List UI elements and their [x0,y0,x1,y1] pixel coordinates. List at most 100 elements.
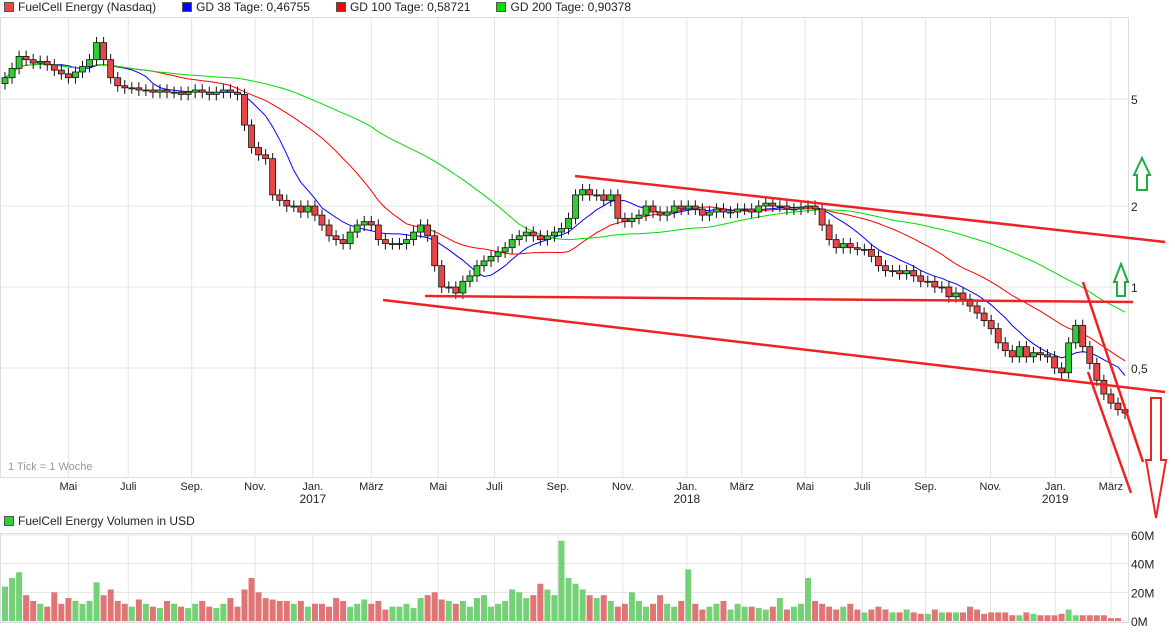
volume-bar [783,609,790,621]
candle [635,214,643,219]
volume-tick-label: 60M [1131,529,1154,543]
arrow-up-small-icon [1112,261,1130,297]
volume-bar [572,583,579,621]
volume-bar [650,603,657,621]
candle [1001,342,1009,352]
candle [931,280,939,288]
candle [339,239,347,244]
volume-legend-label: FuelCell Energy Volumen in USD [18,514,195,528]
volume-bar [974,609,981,621]
candle [8,67,16,79]
volume-bar [1107,618,1114,621]
candle [473,265,481,277]
x-tick-label: Juli [854,481,871,493]
candle [607,194,615,201]
volume-bar [734,603,741,621]
volume-bar [9,578,16,621]
candle [389,243,396,245]
volume-bar [762,609,769,621]
candle [431,235,439,267]
volume-bar [121,603,128,621]
candle [875,255,882,267]
candle [290,205,298,208]
candle [149,89,157,93]
volume-bar [755,608,762,621]
volume-bar [685,569,692,621]
candle [579,189,587,196]
candle [360,221,368,226]
candle [1044,354,1051,358]
volume-bar [952,612,959,621]
candle [811,205,819,210]
volume-bar [86,600,93,621]
candle [367,221,375,226]
candle [262,154,270,160]
volume-bar [1016,615,1023,621]
candle [410,231,417,241]
candle [86,59,93,67]
legend-price: FuelCell Energy (Nasdaq) [4,0,156,14]
y-tick-label: 2 [1131,200,1138,214]
candle [994,328,1002,344]
legend-gd38: GD 38 Tage: 0,46755 [182,0,310,14]
candle [536,235,544,241]
candle [769,202,777,207]
volume-bar [537,583,544,621]
candle [304,205,312,213]
volume-bar [248,578,255,621]
volume-bar [854,609,861,621]
volume-bar [988,612,995,621]
volume-bar [896,612,903,621]
volume-bar [340,600,347,621]
candle [438,265,446,288]
candle [903,270,911,275]
candle [832,239,840,249]
volume-bar [262,598,269,621]
volume-bar [797,603,804,621]
steep-downtrend-line-lower [1086,371,1133,494]
candle [255,147,262,156]
volume-bar [65,598,72,621]
candle [586,189,594,196]
volume-bar [290,603,297,621]
x-tick-label: Jan. [302,481,323,493]
volume-bar [819,603,826,621]
x-tick-label: Juli [486,481,503,493]
candle [790,208,798,211]
volume-bar [502,600,509,621]
candle [72,71,79,79]
candle [424,224,432,237]
candle [1107,393,1115,404]
candle [748,208,756,213]
volume-bar [776,598,783,621]
volume-bar [1065,609,1072,621]
candle [649,205,657,213]
candle [572,194,579,219]
volume-bar [959,612,966,621]
legend-gd200-label: GD 200 Tage: 0,90378 [510,0,632,14]
volume-bar [917,613,924,621]
candle [234,91,241,95]
gd38-swatch-icon [182,2,193,12]
candle [1100,379,1108,395]
x-tick-label: Mai [60,481,78,493]
volume-bar [903,609,910,621]
candle [910,270,918,277]
upper-trendline [574,174,1166,244]
volume-bar [30,600,37,621]
candle [43,60,51,66]
candle [762,202,770,207]
candle [713,208,720,213]
volume-bar [2,586,8,621]
volume-bar [523,598,530,621]
volume-bar [720,600,727,621]
volume-bar [79,603,86,621]
candle [846,243,854,249]
volume-bar [509,589,516,621]
candle [868,248,875,257]
candle [1015,346,1023,358]
candle [219,89,227,93]
volume-bar [276,600,283,621]
volume-bar [614,606,621,621]
